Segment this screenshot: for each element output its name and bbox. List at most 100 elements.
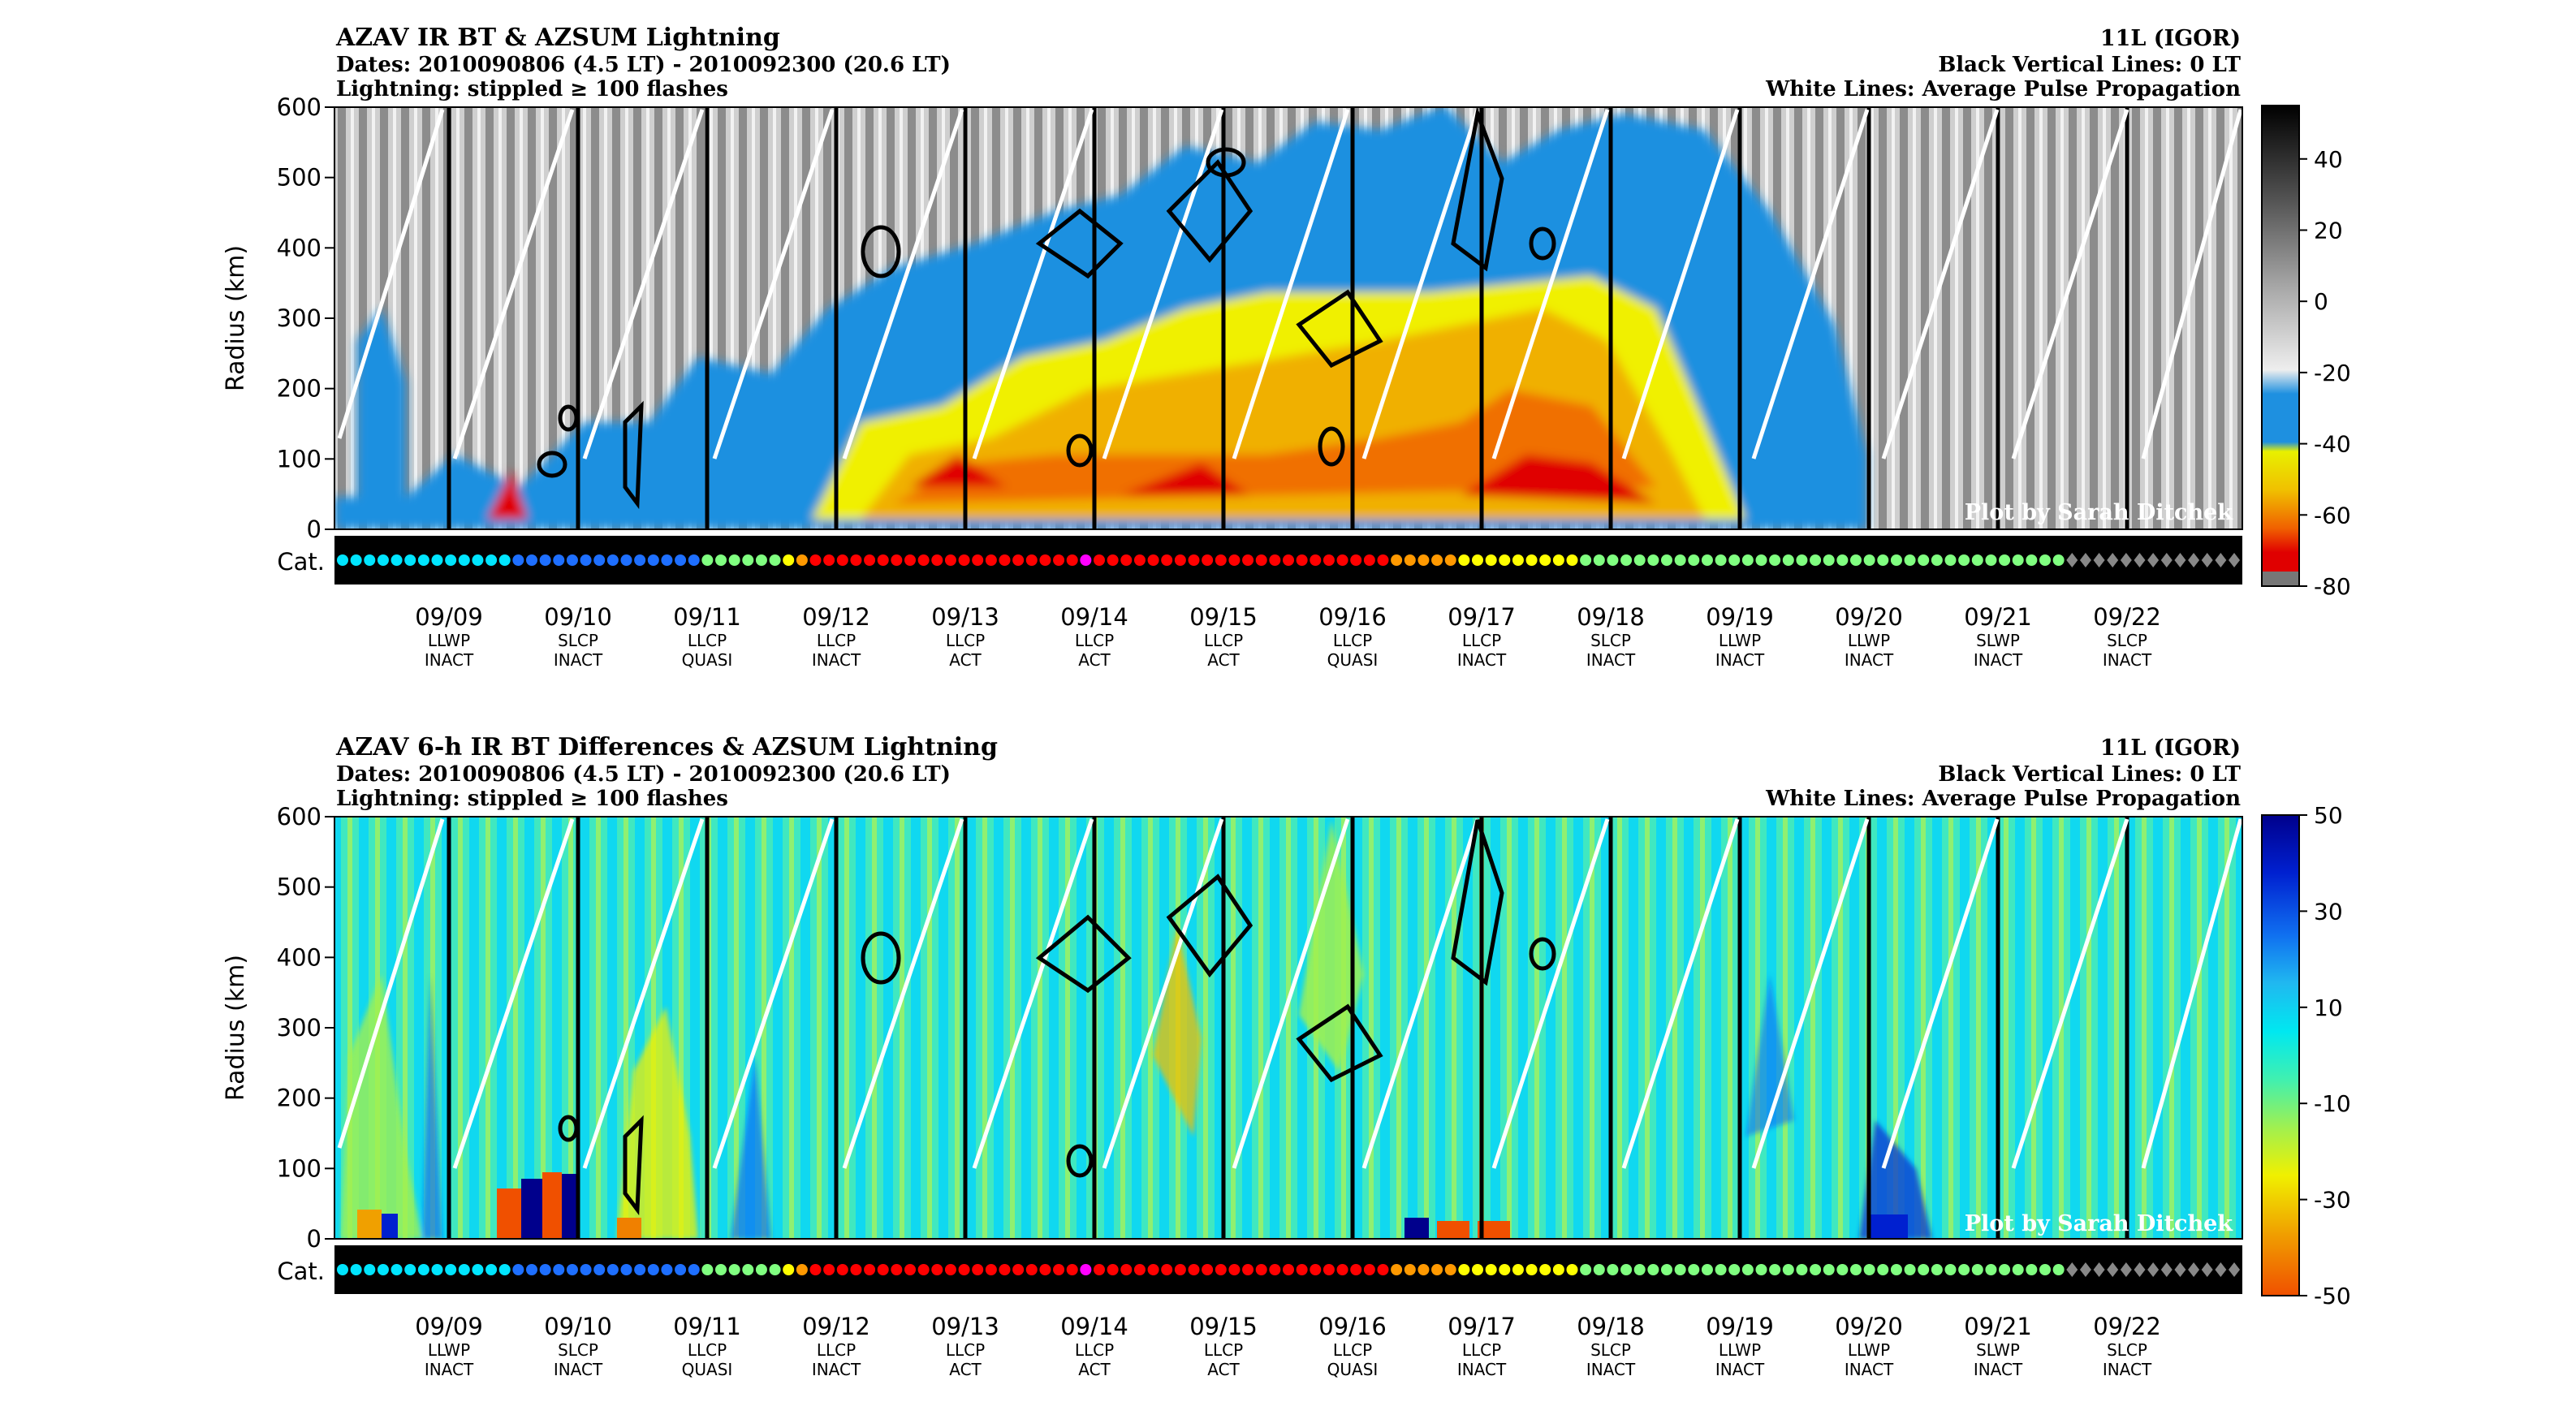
y-tick-label: 100 (277, 445, 321, 472)
category-marker (1458, 554, 1470, 566)
category-marker (809, 554, 822, 566)
category-marker (1958, 554, 1970, 566)
category-marker (2039, 554, 2051, 566)
y-tick-label: 400 (277, 943, 321, 971)
panel1-colorbar (2261, 105, 2300, 587)
category-marker (1985, 554, 1997, 566)
category-marker (1120, 554, 1133, 566)
colorbar-tick-label: 30 (2314, 898, 2343, 925)
category-marker (1391, 554, 1403, 566)
panel2-colorbar (2261, 814, 2300, 1296)
category-marker (1336, 1264, 1348, 1275)
category-marker (1242, 1264, 1254, 1275)
category-marker (931, 1264, 943, 1275)
category-marker (1890, 554, 1902, 566)
category-marker (1566, 554, 1578, 566)
category-marker (1823, 1264, 1835, 1275)
x-tick-pattern: LLCP (1075, 1340, 1114, 1360)
category-marker (2229, 1262, 2240, 1277)
x-tick-state: QUASI (1327, 650, 1379, 670)
category-marker (755, 1264, 767, 1275)
colorbar-tick-label: -50 (2314, 1283, 2351, 1309)
panel2-dates: Dates: 2010090806 (4.5 LT) - 2010092300 … (336, 762, 951, 787)
category-marker (1188, 1264, 1200, 1275)
category-marker (566, 554, 578, 566)
category-marker (1444, 1264, 1456, 1275)
category-marker (1025, 1264, 1038, 1275)
category-marker (1310, 1264, 1322, 1275)
category-marker (836, 554, 848, 566)
category-marker (1485, 1264, 1497, 1275)
category-marker (1053, 554, 1065, 566)
x-tick-date: 09/16 (1318, 1313, 1387, 1340)
category-marker (350, 1264, 362, 1275)
category-marker (1580, 554, 1592, 566)
category-marker (431, 554, 443, 566)
category-marker (1025, 554, 1038, 566)
category-marker (1499, 1264, 1511, 1275)
colorbar-tick-label: 40 (2314, 146, 2343, 173)
category-marker (728, 554, 740, 566)
colorbar-tick-label: 0 (2314, 288, 2328, 315)
category-marker (715, 554, 727, 566)
category-marker (661, 1264, 673, 1275)
category-marker (877, 1264, 889, 1275)
x-tick-state: INACT (1457, 1360, 1507, 1379)
category-marker (1796, 1264, 1808, 1275)
x-tick-date: 09/18 (1577, 603, 1645, 631)
category-marker (1661, 554, 1672, 566)
category-marker (1094, 1264, 1105, 1275)
category-marker (526, 554, 537, 566)
category-marker (2134, 1262, 2146, 1277)
category-marker (1918, 554, 1930, 566)
x-tick-date: 09/22 (2093, 603, 2161, 631)
category-marker (917, 554, 930, 566)
category-marker (337, 1264, 348, 1275)
x-tick-pattern: LLCP (688, 1340, 727, 1360)
category-marker (1580, 1264, 1592, 1275)
category-marker (1404, 554, 1416, 566)
category-marker (539, 554, 551, 566)
category-marker (445, 1264, 457, 1275)
category-marker (1472, 1264, 1483, 1275)
category-marker (1688, 554, 1700, 566)
category-marker (1094, 554, 1105, 566)
category-marker (1850, 1264, 1862, 1275)
category-marker (1782, 1264, 1794, 1275)
category-marker (606, 554, 619, 566)
category-marker (458, 554, 470, 566)
x-tick-date: 09/13 (931, 603, 999, 631)
category-marker (1310, 554, 1322, 566)
panel1-black-day-lines (447, 107, 2129, 529)
category-marker (1741, 554, 1754, 566)
category-marker (2026, 1264, 2038, 1275)
category-marker (1755, 554, 1767, 566)
category-marker (1755, 1264, 1767, 1275)
category-marker (1633, 1264, 1646, 1275)
category-marker (485, 554, 498, 566)
category-marker (1918, 1264, 1930, 1275)
category-marker (1363, 554, 1375, 566)
category-marker (647, 554, 659, 566)
category-marker (1080, 554, 1092, 566)
panel2-surface-blocks (357, 1172, 1908, 1239)
category-marker (1525, 1264, 1538, 1275)
category-marker (864, 554, 876, 566)
category-marker (593, 1264, 606, 1275)
category-marker (2147, 1262, 2160, 1277)
panel1-x-axis: 09/09LLWPINACT09/10SLCPINACT09/11LLCPQUA… (415, 568, 2161, 670)
category-marker (1283, 1264, 1294, 1275)
category-marker (2120, 1262, 2132, 1277)
category-marker (390, 1264, 403, 1275)
x-tick-date: 09/14 (1060, 1313, 1128, 1340)
category-marker (715, 1264, 727, 1275)
category-marker (580, 554, 592, 566)
category-marker (2134, 553, 2146, 567)
category-marker (512, 1264, 524, 1275)
category-marker (634, 1264, 646, 1275)
x-tick-pattern: LLWP (1848, 1340, 1890, 1360)
category-marker (1863, 1264, 1875, 1275)
x-tick-state: INACT (1974, 1360, 2023, 1379)
x-tick-date: 09/14 (1060, 603, 1128, 631)
category-marker (1431, 554, 1443, 566)
